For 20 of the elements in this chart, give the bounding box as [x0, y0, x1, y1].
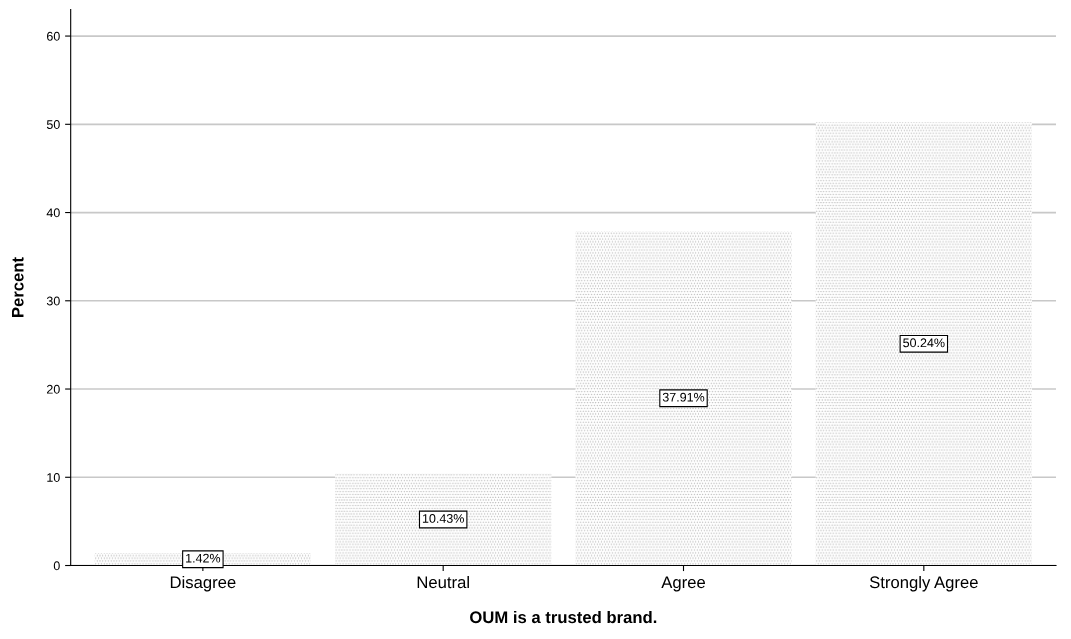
y-tick-label: 10 — [47, 473, 60, 482]
data-label: 37.91% — [662, 392, 705, 402]
x-tick-label: Disagree — [170, 575, 236, 592]
x-tick-label: Neutral — [417, 575, 469, 589]
y-tick-label: 20 — [47, 384, 60, 394]
data-label: 1.42% — [186, 553, 221, 563]
bar — [815, 122, 1032, 566]
data-label: 50.24% — [903, 338, 945, 348]
bar — [335, 473, 552, 566]
y-tick-label: 60 — [47, 31, 60, 41]
y-axis-title: Percent — [12, 257, 24, 317]
y-tick-label: 30 — [46, 296, 60, 306]
data-label: 10.43% — [422, 514, 464, 523]
x-axis-title: OUM is a trusted brand. — [470, 610, 657, 624]
bar — [575, 230, 792, 566]
y-tick-label: 40 — [46, 208, 60, 218]
y-tick-label: 0 — [53, 561, 60, 571]
x-tick-label: Strongly Agree — [869, 575, 978, 592]
x-tick-label: Agree — [661, 576, 706, 592]
y-tick-label: 50 — [46, 120, 60, 129]
